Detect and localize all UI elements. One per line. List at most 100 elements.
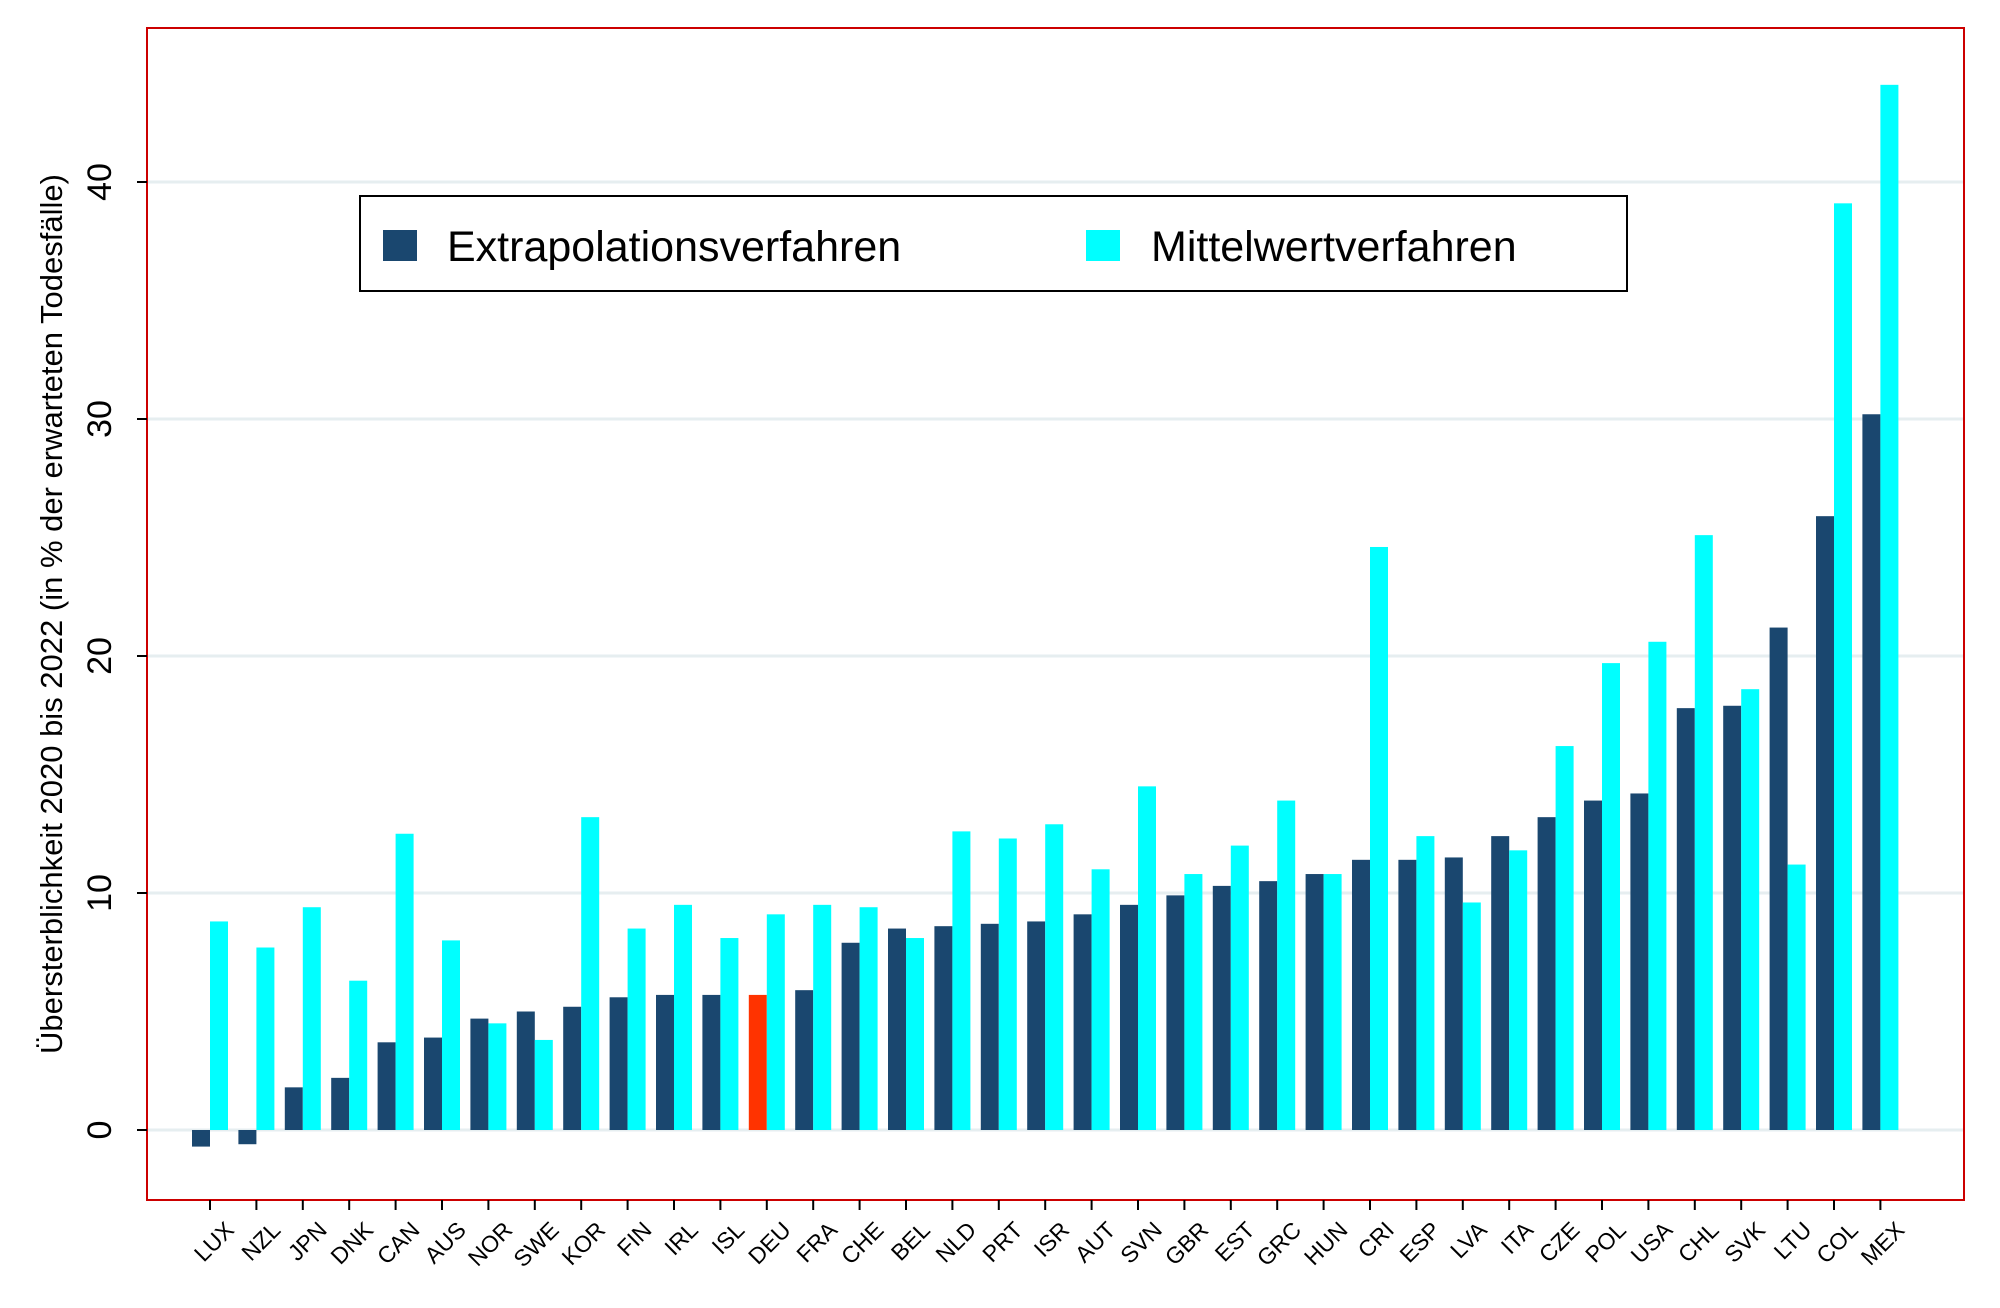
bar-svk-extrapolationsverfahren [1723,705,1742,1130]
bar-svn-mittelwertverfahren [1138,786,1156,1130]
bar-aut-mittelwertverfahren [1091,869,1110,1130]
x-tick-label-can: CAN [372,1217,425,1270]
bar-pol-extrapolationsverfahren [1584,800,1602,1130]
x-tick-label-grc: GRC [1252,1217,1307,1272]
y-tick-label-0: 0 [81,1121,119,1140]
x-tick-label-irl: IRL [659,1216,703,1260]
bar-bel-mittelwertverfahren [906,938,924,1130]
bar-che-extrapolationsverfahren [841,942,860,1130]
bar-irl-mittelwertverfahren [674,904,692,1130]
y-tick-label-30: 30 [81,400,119,438]
bar-isr-extrapolationsverfahren [1027,921,1046,1130]
bar-fin-mittelwertverfahren [627,928,646,1130]
bar-isr-mittelwertverfahren [1045,824,1064,1130]
bar-cze-mittelwertverfahren [1555,746,1574,1130]
x-tick-label-lux: LUX [189,1217,239,1267]
x-tick-label-esp: ESP [1394,1217,1445,1268]
bar-aus-mittelwertverfahren [442,940,460,1130]
x-tick-label-fin: FIN [612,1217,657,1262]
bar-deu-mittelwertverfahren [766,914,785,1130]
bar-hun-extrapolationsverfahren [1305,874,1324,1130]
y-tick-label-10: 10 [81,874,119,912]
bar-grc-mittelwertverfahren [1277,800,1296,1130]
bar-ita-extrapolationsverfahren [1491,836,1510,1130]
legend-label-extrapolationsverfahren: Extrapolationsverfahren [447,223,901,271]
bar-prt-extrapolationsverfahren [980,923,999,1130]
x-tick-label-aut: AUT [1070,1217,1121,1268]
bar-ita-mittelwertverfahren [1509,850,1528,1130]
x-tick-label-lva: LVA [1445,1216,1492,1263]
y-tick-label-40: 40 [81,163,119,201]
bar-mex-mittelwertverfahren [1880,84,1899,1131]
x-tick-label-swe: SWE [508,1217,563,1272]
bar-nor-mittelwertverfahren [488,1023,507,1130]
bar-gbr-extrapolationsverfahren [1166,895,1185,1130]
x-tick-label-ltu: LTU [1769,1217,1817,1265]
legend-swatch-extrapolationsverfahren [383,230,417,261]
bar-usa-mittelwertverfahren [1648,641,1667,1130]
x-tick-label-nld: NLD [930,1217,981,1268]
bar-lva-extrapolationsverfahren [1444,857,1463,1130]
legend: Extrapolationsverfahren Mittelwertverfah… [359,195,1628,292]
x-tick-label-svn: SVN [1115,1217,1167,1269]
bar-jpn-extrapolationsverfahren [284,1087,303,1130]
bar-chl-extrapolationsverfahren [1676,708,1695,1130]
plot-border [146,27,1965,1201]
bar-isl-extrapolationsverfahren [702,994,721,1130]
x-tick-label-pol: POL [1580,1216,1631,1267]
bar-lux-mittelwertverfahren [210,921,228,1130]
bar-nzl-mittelwertverfahren [256,947,275,1130]
y-tick-label-20: 20 [81,637,119,675]
bar-nld-mittelwertverfahren [952,831,971,1130]
x-tick-label-dnk: DNK [325,1216,378,1269]
x-tick-label-fra: FRA [791,1216,842,1267]
y-axis-label: Übersterblichkeit 2020 bis 2022 (in % de… [34,174,69,1054]
bar-hun-mittelwertverfahren [1323,874,1342,1130]
bar-nor-extrapolationsverfahren [470,1018,489,1130]
bar-lva-mittelwertverfahren [1462,902,1481,1130]
x-tick-label-che: CHE [836,1217,889,1270]
bar-fra-extrapolationsverfahren [795,990,814,1130]
bar-grc-extrapolationsverfahren [1259,881,1278,1130]
bar-est-mittelwertverfahren [1230,845,1249,1130]
x-tick-label-jpn: JPN [283,1217,332,1266]
bar-aus-extrapolationsverfahren [424,1037,442,1130]
bar-swe-mittelwertverfahren [534,1039,553,1130]
bar-isl-mittelwertverfahren [720,938,739,1130]
x-tick-label-nor: NOR [463,1217,518,1272]
bar-dnk-mittelwertverfahren [349,980,368,1130]
x-tick-label-est: EST [1210,1217,1260,1267]
x-tick-label-hun: HUN [1299,1217,1353,1271]
bar-cri-extrapolationsverfahren [1352,859,1370,1130]
x-tick-label-kor: KOR [556,1217,610,1271]
bar-svk-mittelwertverfahren [1741,689,1760,1130]
bar-aut-extrapolationsverfahren [1073,914,1092,1130]
bar-chl-mittelwertverfahren [1694,535,1713,1130]
bar-col-extrapolationsverfahren [1816,516,1834,1130]
bar-esp-mittelwertverfahren [1416,836,1435,1130]
bar-est-extrapolationsverfahren [1212,885,1231,1130]
x-tick-label-col: COL [1811,1216,1863,1268]
x-tick-label-gbr: GBR [1160,1217,1214,1271]
bar-deu-extrapolationsverfahren [748,994,767,1130]
x-tick-label-nzl: NZL [236,1216,285,1265]
x-tick-label-chl: CHL [1673,1216,1724,1267]
bar-can-mittelwertverfahren [395,833,414,1130]
bar-fra-mittelwertverfahren [813,904,832,1130]
x-tick-label-deu: DEU [743,1217,796,1270]
bar-fin-extrapolationsverfahren [609,997,628,1130]
bar-pol-mittelwertverfahren [1602,663,1620,1130]
x-tick-label-ita: ITA [1496,1216,1539,1259]
x-tick-label-cze: CZE [1534,1217,1585,1268]
bar-esp-extrapolationsverfahren [1398,859,1417,1130]
bar-cri-mittelwertverfahren [1370,546,1388,1130]
bar-kor-mittelwertverfahren [581,817,600,1130]
bar-swe-extrapolationsverfahren [516,1011,535,1130]
x-tick-label-mex: MEX [1856,1217,1910,1271]
bar-nzl-extrapolationsverfahren [238,1130,257,1145]
bar-bel-extrapolationsverfahren [888,928,906,1130]
bar-dnk-extrapolationsverfahren [331,1077,350,1130]
legend-label-mittelwertverfahren: Mittelwertverfahren [1151,223,1517,271]
